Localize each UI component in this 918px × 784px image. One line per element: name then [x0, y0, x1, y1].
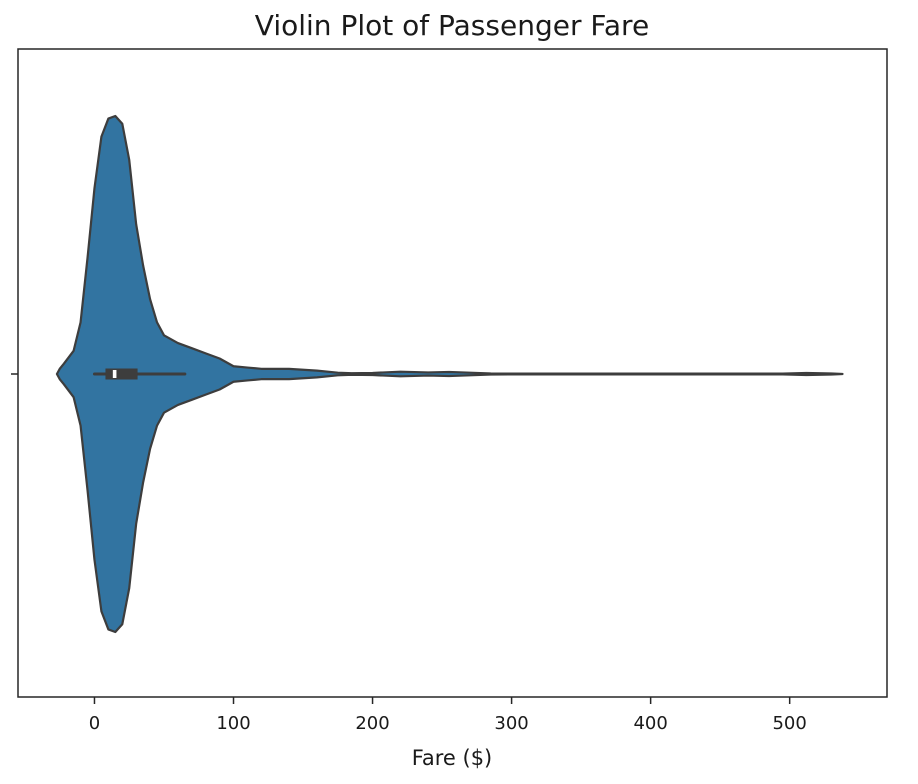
plot-area	[55, 114, 844, 634]
x-axis-tick-label: 100	[216, 713, 250, 734]
x-axis-tick-label: 300	[494, 713, 528, 734]
violin-median-marker	[112, 370, 117, 378]
plot-frame	[17, 48, 888, 698]
violin-body	[55, 114, 844, 634]
chart-title: Violin Plot of Passenger Fare	[255, 9, 649, 42]
x-axis-tick-label: 400	[633, 713, 667, 734]
x-axis-tick-label: 500	[772, 713, 806, 734]
x-axis-tick-label: 200	[355, 713, 389, 734]
x-axis: 0 100 200 300 400 500	[89, 697, 807, 734]
x-axis-tick-label: 0	[89, 713, 100, 734]
violin-iqr-box	[105, 368, 138, 380]
x-axis-label: Fare ($)	[412, 746, 493, 770]
